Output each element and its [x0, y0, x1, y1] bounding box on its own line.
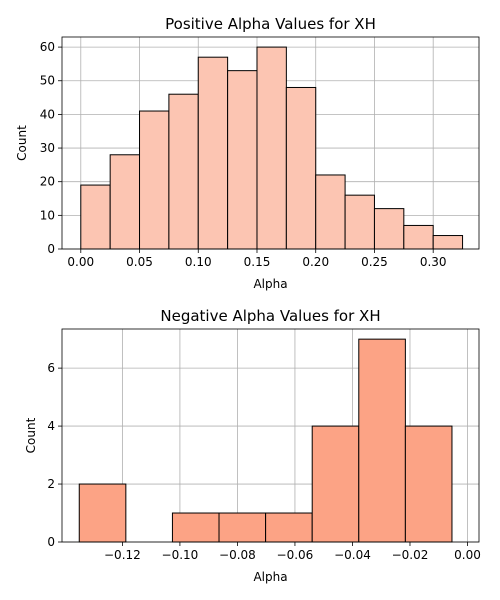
histogram-bar [311, 425, 360, 543]
y-axis-label: Count [24, 417, 38, 453]
y-tick-label: 50 [40, 74, 55, 88]
histogram-bar [80, 184, 111, 250]
x-tick-label: 0.15 [244, 255, 271, 269]
x-tick-label: −0.10 [162, 548, 199, 562]
histogram-bar [432, 235, 464, 250]
x-tick-label: 0.10 [185, 255, 212, 269]
y-tick-label: 60 [40, 40, 55, 54]
histogram-bar [139, 110, 170, 250]
histogram-bar [256, 46, 287, 250]
histogram-bar [285, 86, 317, 250]
x-axis-label: Alpha [253, 570, 287, 584]
histogram-bar [315, 174, 346, 250]
histogram-bar [358, 338, 406, 543]
histogram-bar [171, 512, 220, 543]
x-tick-label: 0.00 [454, 548, 481, 562]
x-tick-label: 0.05 [126, 255, 153, 269]
histogram-bar [218, 512, 267, 543]
x-tick-label: −0.04 [334, 548, 371, 562]
x-tick-label: −0.12 [104, 548, 141, 562]
histogram-bar [373, 208, 405, 250]
y-tick-label: 0 [47, 535, 55, 549]
y-tick-label: 0 [47, 242, 55, 256]
x-tick-label: −0.08 [219, 548, 256, 562]
x-tick-label: −0.06 [277, 548, 314, 562]
x-tick-label: 0.30 [420, 255, 447, 269]
y-tick-label: 2 [47, 477, 55, 491]
x-tick-label: 0.00 [67, 255, 94, 269]
histogram-bar [265, 512, 313, 543]
y-tick-label: 20 [40, 175, 55, 189]
negative-histogram: −0.12 −0.10 −0.08 −0.06 −0.04 −0.02 0.00 0 2 4 6 Ne… [24, 307, 481, 584]
histogram-bar [197, 56, 229, 250]
plot-frame [61, 328, 480, 543]
negative-chart-title: Negative Alpha Values for XH [160, 307, 380, 325]
y-axis-label: Count [15, 125, 29, 161]
histogram-bar [404, 425, 453, 543]
histogram-bar [344, 194, 375, 250]
y-tick-label: 40 [40, 107, 55, 121]
x-axis-label: Alpha [253, 277, 287, 291]
y-tick-label: 4 [47, 419, 55, 433]
x-tick-label: 0.20 [302, 255, 329, 269]
histogram-bar [109, 154, 141, 250]
x-tick-label: −0.02 [392, 548, 429, 562]
histogram-bar [168, 93, 199, 250]
y-tick-label: 30 [40, 141, 55, 155]
positive-chart-title: Positive Alpha Values for XH [165, 15, 376, 33]
positive-histogram: 0.00 0.05 0.10 0.15 0.20 0.25 0.30 0 10 20 30 40 50 6… [15, 15, 480, 291]
histogram-bar [78, 483, 127, 543]
x-tick-label: 0.25 [361, 255, 388, 269]
histogram-bar [227, 70, 258, 250]
histogram-bar [403, 224, 434, 250]
plot-frame [61, 36, 480, 250]
y-tick-label: 10 [40, 208, 55, 222]
y-tick-label: 6 [47, 361, 55, 375]
